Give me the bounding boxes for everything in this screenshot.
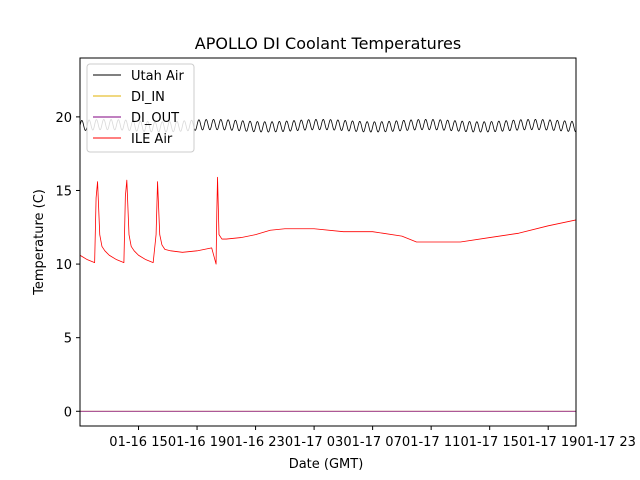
legend-label-ile-air: ILE Air (131, 132, 173, 147)
x-tick-label: 01-16 23 (226, 435, 284, 450)
x-axis-label: Date (GMT) (289, 457, 364, 472)
y-axis-ticks: 0 5 10 15 20 (55, 111, 80, 420)
legend-box (86, 63, 195, 153)
y-tick-label: 5 (64, 332, 72, 347)
chart-title: APOLLO DI Coolant Temperatures (195, 34, 461, 53)
x-axis-ticks: 01-16 15 01-16 19 01-16 23 01-17 03 01-17 07… (109, 426, 636, 450)
legend: Utah Air DI_IN DI_OUT ILE Air (86, 63, 195, 153)
legend-label-utah-air: Utah Air (131, 69, 184, 84)
legend-label-di-in: DI_IN (131, 90, 165, 105)
axes-frame (79, 57, 577, 427)
x-tick-label: 01-16 19 (168, 435, 226, 450)
x-tick-label: 01-17 11 (402, 435, 460, 450)
y-tick-label: 20 (55, 111, 72, 126)
y-tick-label: 0 (64, 405, 72, 420)
legend-label-di-out: DI_OUT (131, 111, 179, 126)
series-line-ile-air (80, 176, 576, 265)
legend-entries: Utah Air DI_IN DI_OUT ILE Air (93, 69, 184, 147)
y-tick-label: 15 (55, 184, 72, 199)
x-tick-label: 01-17 03 (285, 435, 343, 450)
x-tick-label: 01-17 07 (343, 435, 401, 450)
y-axis-label: Temperature (C) (32, 189, 47, 296)
y-tick-label: 10 (55, 258, 72, 273)
x-tick-label: 01-17 23 (577, 435, 635, 450)
x-tick-label: 01-16 15 (109, 435, 167, 450)
x-tick-label: 01-17 19 (519, 435, 577, 450)
x-tick-label: 01-17 15 (460, 435, 518, 450)
